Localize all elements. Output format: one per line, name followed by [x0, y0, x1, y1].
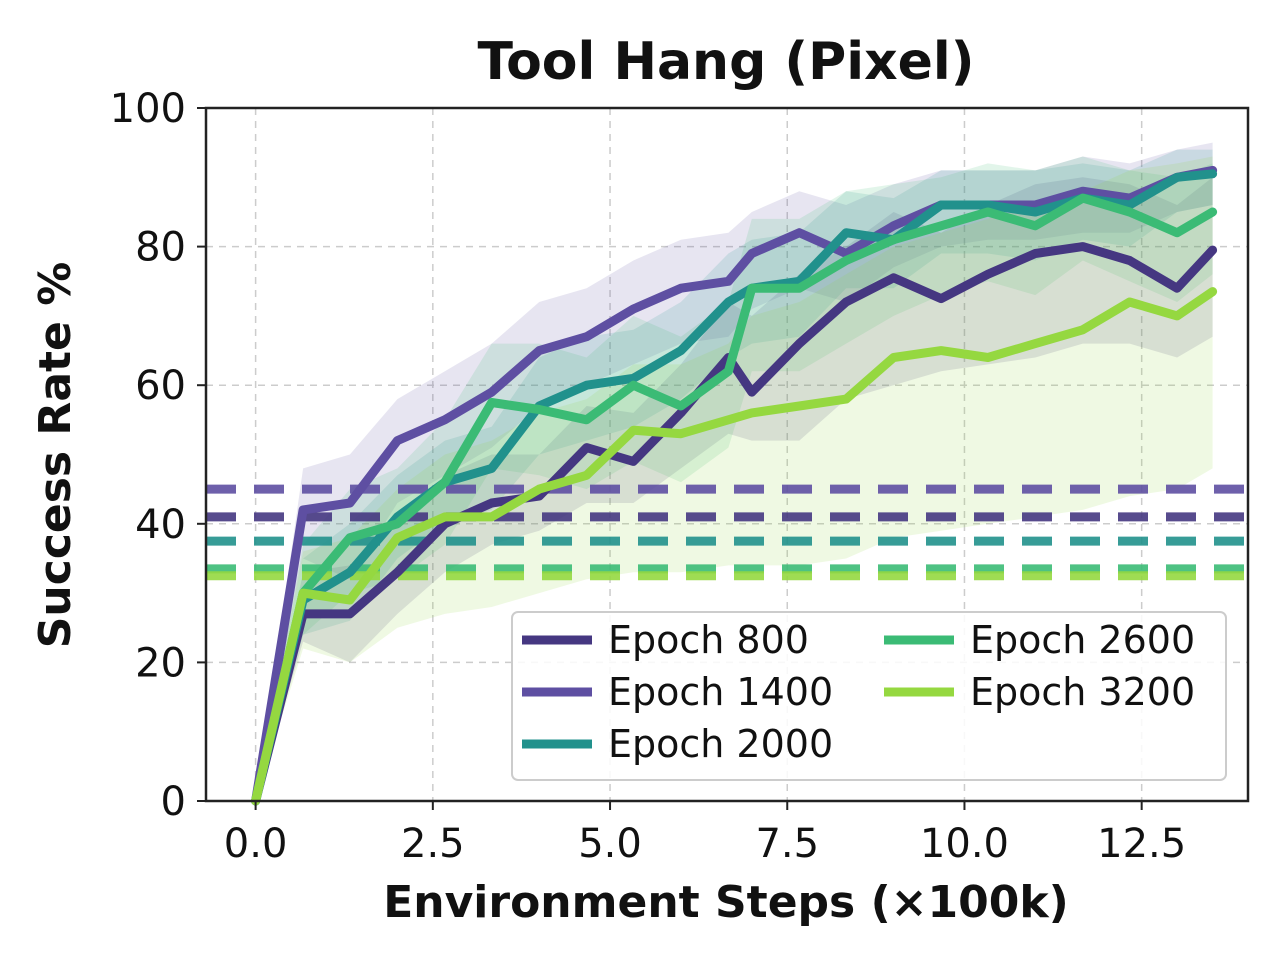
- y-tick-label: 100: [110, 86, 186, 132]
- band-epoch-800: [255, 177, 1213, 802]
- x-tick-label: 7.5: [755, 821, 819, 867]
- chart-title: Tool Hang (Pixel): [478, 32, 975, 92]
- y-axis-ticks: 0 20 40 60 80 100: [110, 86, 206, 825]
- x-tick-label: 2.5: [401, 821, 465, 867]
- legend-label-epoch-1400: Epoch 1400: [608, 670, 833, 714]
- x-axis-ticks: 0.0 2.5 5.0 7.5 10.0 12.5: [224, 801, 1186, 867]
- legend-box: [511, 611, 1227, 781]
- legend-label-epoch-3200: Epoch 3200: [970, 670, 1195, 714]
- y-tick-label: 0: [161, 779, 186, 825]
- legend-label-epoch-2600: Epoch 2600: [970, 618, 1195, 662]
- y-tick-label: 40: [135, 502, 186, 548]
- line-epoch-2600: [251, 193, 1218, 806]
- x-tick-label: 0.0: [224, 821, 288, 867]
- x-tick-label: 5.0: [578, 821, 642, 867]
- x-tick-label: 10.0: [920, 821, 1009, 867]
- line-epoch-800: [251, 242, 1218, 806]
- x-tick-label: 12.5: [1097, 821, 1186, 867]
- y-tick-label: 20: [135, 640, 186, 686]
- band-epoch-3200: [255, 156, 1213, 801]
- legend: Epoch 800 Epoch 1400 Epoch 2000 Epoch 26…: [511, 611, 1227, 781]
- y-tick-label: 60: [135, 363, 186, 409]
- line-epoch-3200: [251, 287, 1218, 806]
- plot-frame: [204, 106, 1250, 803]
- y-axis-label: Success Rate %: [30, 262, 81, 649]
- x-axis-label: Environment Steps (×100k): [383, 877, 1069, 928]
- legend-label-epoch-800: Epoch 800: [608, 618, 809, 662]
- y-tick-label: 80: [135, 225, 186, 271]
- line-epoch-1400: [251, 165, 1218, 806]
- series-lines: [251, 165, 1218, 806]
- legend-label-epoch-2000: Epoch 2000: [608, 722, 833, 766]
